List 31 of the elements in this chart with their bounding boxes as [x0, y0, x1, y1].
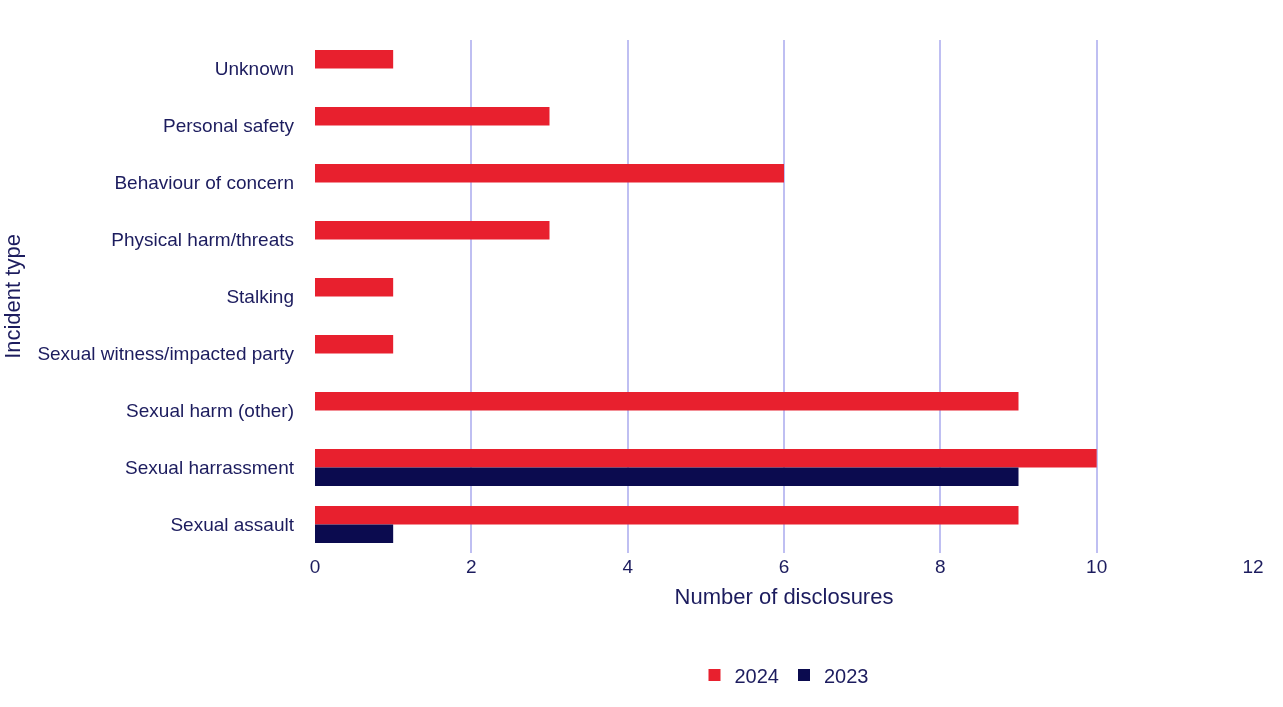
bar: [315, 277, 394, 297]
y-tick-label: Sexual harrassment: [125, 457, 295, 479]
y-tick-label: Stalking: [226, 286, 294, 308]
legend-label: 2024: [734, 664, 779, 687]
bar: [315, 448, 1097, 468]
y-tick-label: Personal safety: [163, 115, 295, 137]
bar: [315, 467, 1019, 487]
y-tick-label: Behaviour of concern: [114, 172, 294, 194]
x-tick-label: 12: [1242, 556, 1264, 577]
x-tick-label: 6: [778, 556, 790, 577]
x-tick-label: 2: [466, 556, 477, 577]
x-tick-label: 4: [622, 556, 634, 577]
y-tick-label: Sexual assault: [170, 514, 295, 536]
bar: [315, 391, 1019, 411]
bar: [315, 524, 394, 544]
legend-label: 2023: [824, 664, 869, 687]
bar: [315, 106, 550, 126]
bar: [315, 505, 1019, 525]
bar: [315, 49, 394, 69]
x-tick-label: 0: [309, 556, 321, 577]
y-tick-label: Physical harm/threats: [111, 229, 294, 251]
y-tick-label: Unknown: [214, 58, 294, 80]
y-axis-title: Incident type: [0, 234, 26, 359]
bar: [315, 163, 784, 183]
bar: [315, 334, 394, 354]
x-tick-label: 10: [1086, 556, 1108, 577]
y-tick-label: Sexual witness/impacted party: [37, 343, 295, 365]
bar: [315, 220, 550, 240]
y-tick-label: Sexual harm (other): [126, 400, 294, 422]
x-axis-title: Number of disclosures: [674, 583, 894, 609]
x-tick-label: 8: [935, 556, 946, 577]
